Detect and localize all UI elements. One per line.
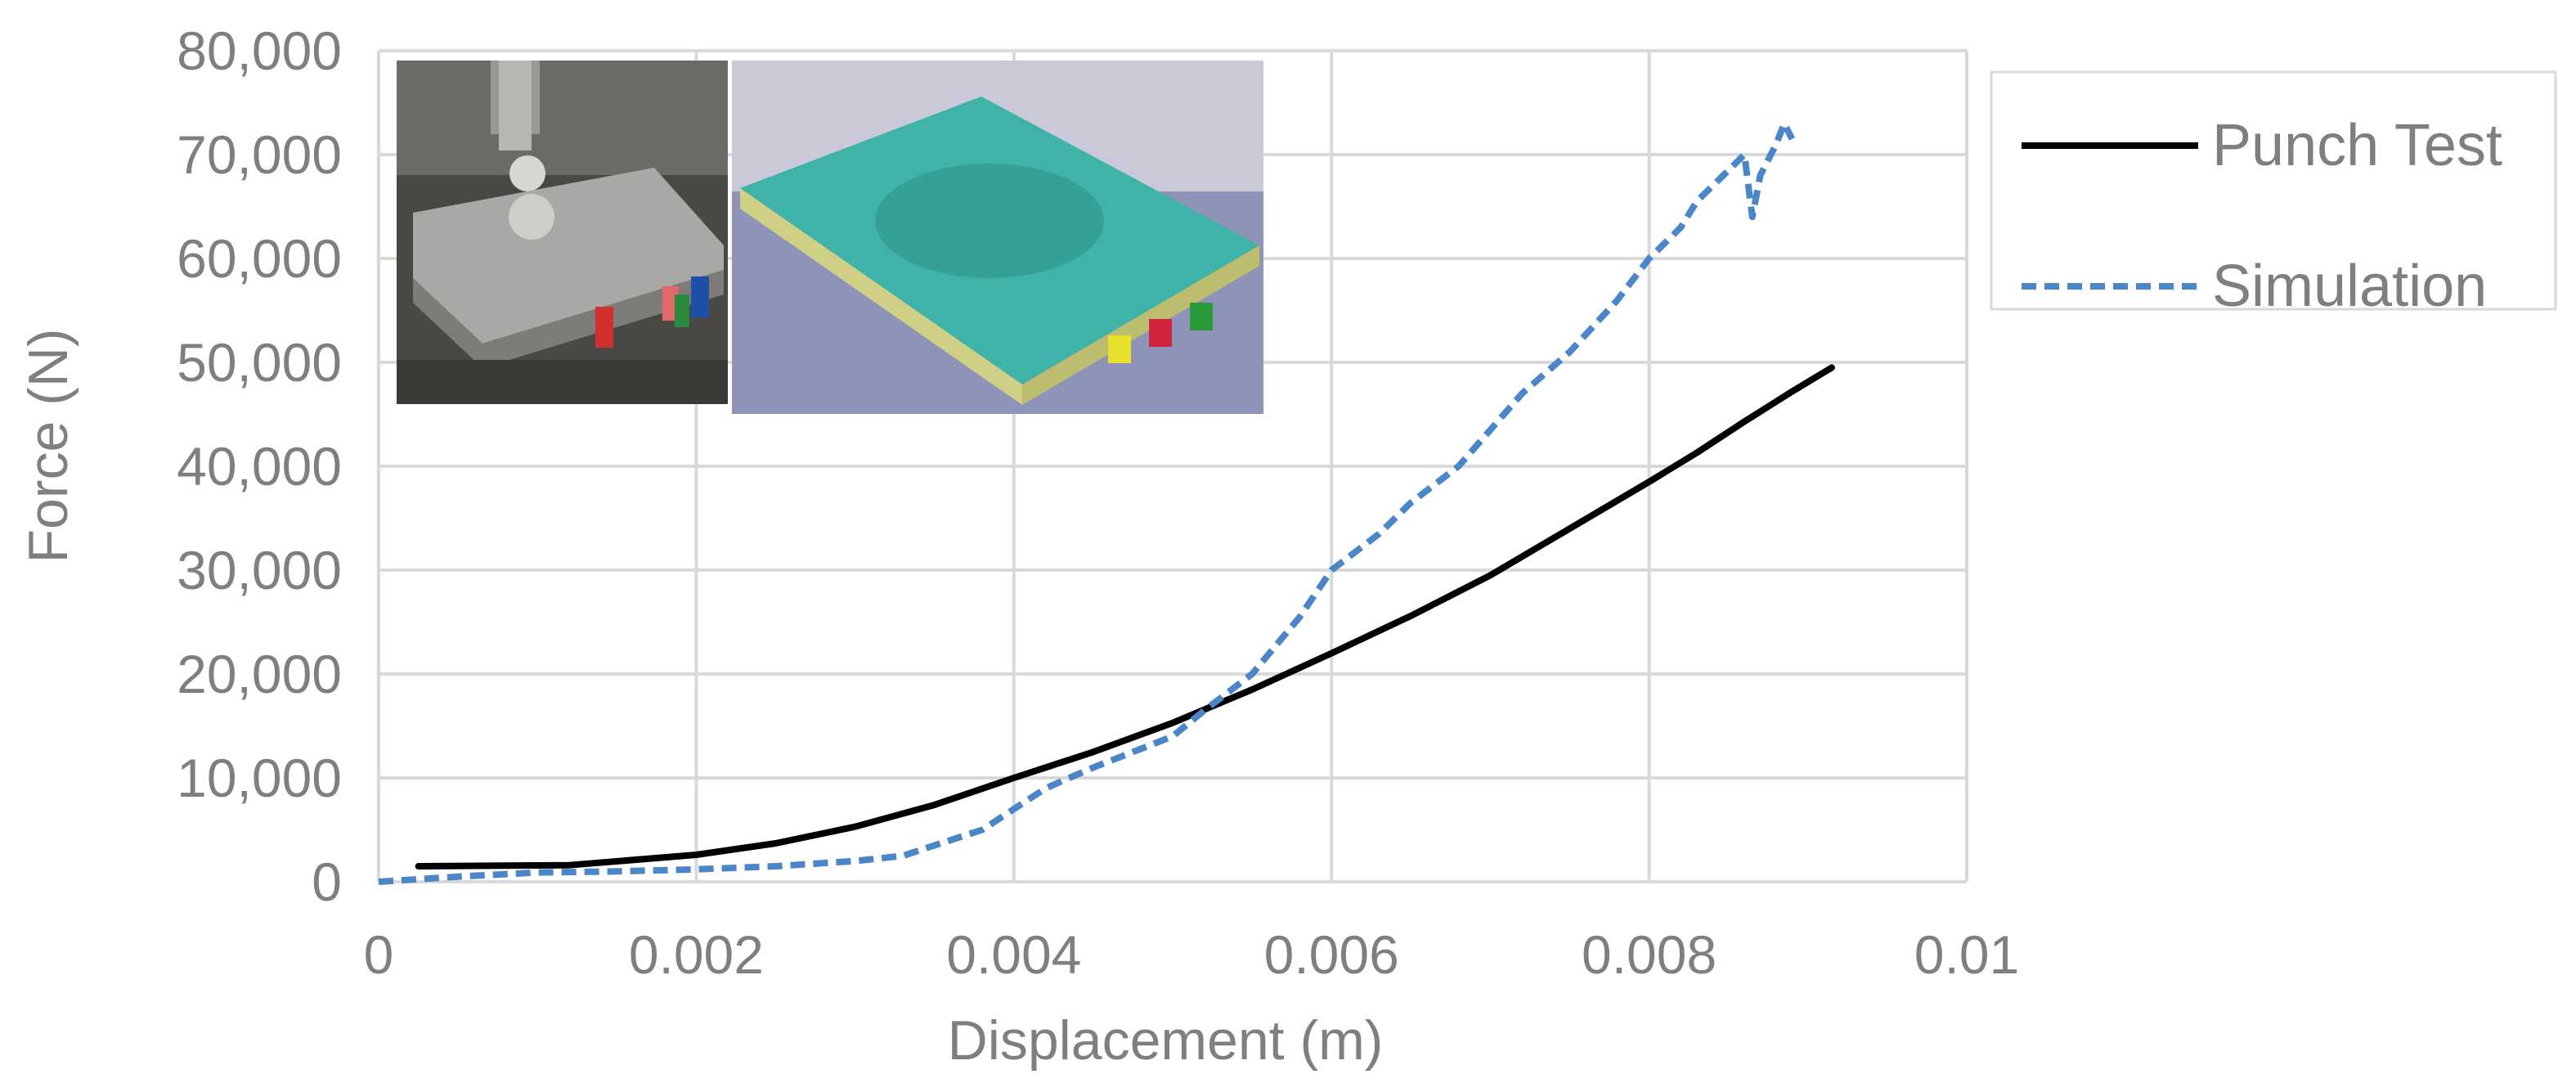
- x-tick-label: 0.008: [1582, 924, 1717, 985]
- y-tick-label: 20,000: [177, 644, 342, 704]
- y-tick-label: 10,000: [177, 748, 342, 808]
- legend: Punch Test Simulation: [1990, 70, 2557, 319]
- inset-photo-punch-test: [397, 61, 728, 404]
- x-tick-label: 0.01: [1914, 924, 2019, 985]
- axes: [377, 51, 1967, 883]
- y-tick-label: 70,000: [177, 124, 342, 185]
- y-tick-label: 30,000: [177, 540, 342, 600]
- x-tick-label: 0: [364, 924, 394, 985]
- series-line-punch-test: [415, 364, 1835, 870]
- y-tick-label: 80,000: [177, 20, 342, 81]
- legend-label-simulation: Simulation: [2212, 254, 2487, 319]
- x-tick-label: 0.004: [946, 924, 1081, 985]
- series: [378, 119, 1835, 885]
- legend-box: [1990, 70, 2557, 311]
- x-tick-label: 0.006: [1264, 924, 1399, 985]
- x-axis-title: Displacement (m): [948, 1009, 1384, 1072]
- y-tick-label: 0: [312, 852, 342, 912]
- series-line-simulation: [378, 119, 1795, 885]
- legend-label-punch-test: Punch Test: [2212, 113, 2502, 178]
- y-tick-label: 40,000: [177, 436, 342, 497]
- inset-render-simulation: [732, 61, 1263, 414]
- tick-labels: 0 10,000 20,000 30,000 40,000 50,000 60,000 70,…: [177, 20, 2019, 985]
- y-axis-title: Force (N): [17, 328, 79, 563]
- x-tick-label: 0.002: [629, 924, 764, 985]
- y-tick-label: 50,000: [177, 332, 342, 393]
- y-tick-label: 60,000: [177, 228, 342, 289]
